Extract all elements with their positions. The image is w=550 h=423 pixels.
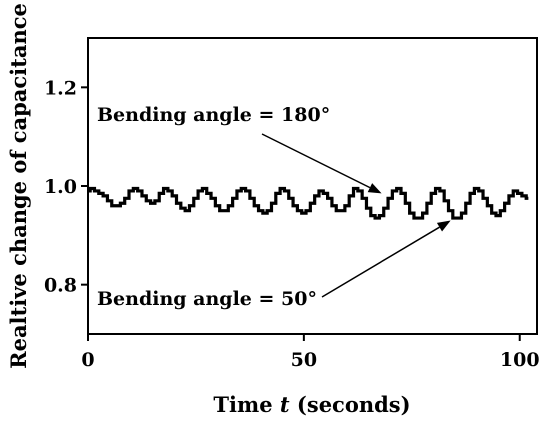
x-axis-title-suffix: (seconds) xyxy=(290,392,411,417)
x-axis-title: Time t (seconds) xyxy=(213,392,410,417)
y-tick-label: 0.8 xyxy=(44,275,77,297)
series-line-0 xyxy=(88,186,529,220)
x-tick-label: 50 xyxy=(291,349,317,371)
x-axis-title-prefix: Time xyxy=(213,392,280,417)
annotation-50-arrow-line xyxy=(321,226,440,298)
x-axis-title-var: t xyxy=(280,392,290,417)
x-tick-label: 100 xyxy=(500,349,540,371)
x-axis: 0 50 100 xyxy=(81,334,540,371)
annotation-180-arrowhead xyxy=(367,183,382,194)
series-layer xyxy=(88,186,529,220)
annotation-50: Bending angle = 50° xyxy=(97,288,317,310)
annotation-50-arrowhead xyxy=(436,220,451,232)
annotation-180: Bending angle = 180° xyxy=(97,104,330,126)
y-tick-label: 1.0 xyxy=(44,176,77,198)
x-tick-label: 0 xyxy=(81,349,94,371)
annotation-layer: Bending angle = 180° Bending angle = 50° xyxy=(97,104,451,310)
y-axis-title: Realtive change of capacitance xyxy=(6,3,31,369)
y-axis: 0.8 1.0 1.2 xyxy=(44,77,88,297)
y-tick-label: 1.2 xyxy=(44,77,77,99)
annotation-180-arrow-line xyxy=(261,133,371,189)
